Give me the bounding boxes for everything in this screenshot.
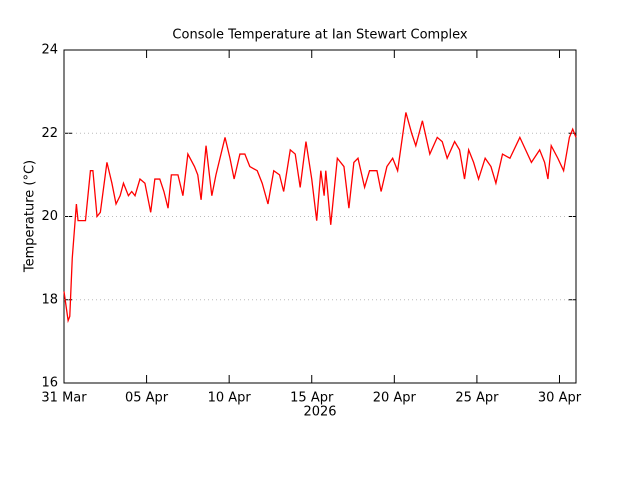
x-tick-label: 15 Apr [290,391,334,406]
x-axis-label: 2026 [303,405,336,420]
x-tick-label: 31 Mar [41,391,87,406]
x-tick-label: 30 Apr [538,391,582,406]
y-tick-label: 24 [41,43,58,58]
chart-title: Console Temperature at Ian Stewart Compl… [172,28,467,43]
y-tick-label: 18 [41,292,58,307]
x-tick-label: 05 Apr [125,391,169,406]
x-tick-label: 10 Apr [208,391,252,406]
temperature-line [63,112,577,324]
y-axis-label: Temperature (°C) [23,160,38,273]
x-tick-label: 25 Apr [455,391,499,406]
y-tick-label: 22 [41,126,58,141]
x-tick-label: 20 Apr [373,391,417,406]
y-tick-label: 16 [41,376,58,391]
y-tick-label: 20 [41,209,58,224]
